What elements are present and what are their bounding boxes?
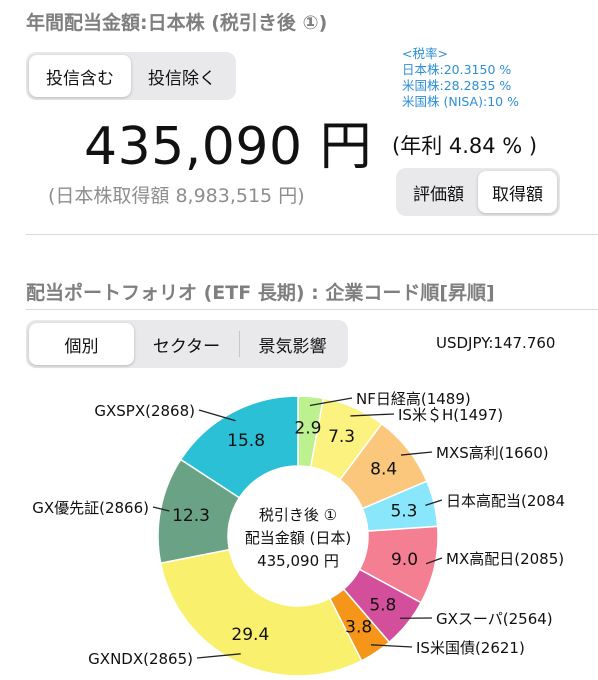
section-divider — [26, 309, 598, 310]
slice-name-label: NF日経高(1489) — [356, 390, 471, 408]
annual-dividend-amount: 435,090 円 — [84, 117, 373, 177]
slice-leader-line — [198, 409, 236, 422]
donut-hole — [229, 467, 367, 605]
annual-yield: (年利 4.84 % ) — [392, 134, 538, 158]
slice-leader-line — [196, 653, 241, 659]
slice-value-label: 29.4 — [231, 625, 269, 645]
tax-rate-jp: 日本株:20.3150 % — [402, 62, 512, 77]
slice-value-label: 3.8 — [345, 618, 372, 638]
view-economy-option[interactable]: 景気影響 — [258, 336, 327, 357]
slice-name-label: GX優先証(2866) — [32, 499, 149, 517]
portfolio-view-toggle[interactable]: 個別 セクター 景気影響 — [26, 320, 348, 368]
slice-leader-line — [425, 557, 443, 565]
center-line-1: 税引き後 ① — [259, 506, 337, 524]
slice-value-label: 7.3 — [328, 427, 355, 447]
slice-value-label: 8.4 — [370, 460, 397, 480]
portfolio-donut-chart: 2.9 NF日経高(1489) 7.3 IS米＄H(1497) 8.4 MXS高利(166… — [32, 390, 565, 677]
slice-name-label: 日本高配当(2084 — [446, 492, 565, 510]
slice-leader-line — [152, 506, 170, 512]
usdjpy-rate: USDJPY:147.760 — [436, 334, 556, 352]
market-value-option[interactable]: 評価額 — [413, 184, 464, 205]
slice-value-label: 5.3 — [390, 502, 417, 522]
tax-rate-us-nisa: 米国株 (NISA):10 % — [402, 94, 519, 109]
center-line-3: 435,090 円 — [257, 552, 339, 570]
slice-name-label: MXS高利(1660) — [436, 444, 549, 462]
slice-leader-line — [400, 451, 433, 456]
section-divider — [26, 234, 598, 235]
donut-center-label: 税引き後 ① 配当金額 (日本) 435,090 円 — [245, 506, 351, 570]
slice-value-label: 2.9 — [294, 418, 321, 438]
portfolio-section-title: 配当ポートフォリオ (ETF 長期) : 企業コード順[昇順] — [26, 282, 495, 304]
investment-trust-toggle[interactable]: 投信含む 投信除く — [26, 52, 236, 100]
slice-leader-line — [350, 413, 395, 417]
segment-separator — [239, 331, 240, 357]
slice-leader-line — [425, 499, 443, 507]
slice-9[interactable] — [179, 395, 299, 499]
slice-name-label: GXSPX(2868) — [94, 402, 195, 420]
slice-value-label: 9.0 — [391, 550, 418, 570]
center-line-2: 配当金額 (日本) — [245, 529, 351, 547]
acquisition-amount: (日本株取得額 8,983,515 円) — [48, 185, 305, 207]
slice-value-label: 15.8 — [227, 431, 265, 451]
slice-name-label: IS米国債(2621) — [416, 639, 525, 657]
slice-name-label: GXスーパ(2564) — [436, 610, 553, 628]
view-sector-option[interactable]: セクター — [152, 336, 221, 357]
tax-rate-heading: <税率> — [402, 46, 448, 61]
slice-leader-line — [370, 644, 413, 648]
slice-name-label: IS米＄H(1497) — [398, 406, 503, 424]
slice-7[interactable] — [159, 548, 363, 677]
slice-value-label: 12.3 — [172, 506, 210, 526]
tax-rate-us: 米国株:28.2835 % — [402, 78, 512, 93]
include-trusts-option[interactable]: 投信含む — [29, 55, 131, 97]
exclude-trusts-option[interactable]: 投信除く — [148, 68, 216, 89]
slice-name-label: MX高配日(2085) — [446, 550, 564, 568]
slice-name-label: GXNDX(2865) — [88, 650, 193, 668]
slice-value-label: 5.8 — [369, 595, 396, 615]
valuation-basis-toggle[interactable]: 評価額 取得額 — [396, 168, 560, 216]
acquisition-value-option[interactable]: 取得額 — [478, 171, 557, 213]
view-individual-option[interactable]: 個別 — [29, 323, 134, 365]
tax-rate-info: <税率> 日本株:20.3150 % 米国株:28.2835 % 米国株 (NI… — [402, 46, 519, 110]
slice-leader-line — [309, 397, 353, 407]
dividend-section-title: 年間配当金額:日本株 (税引き後 ①) — [26, 12, 328, 34]
